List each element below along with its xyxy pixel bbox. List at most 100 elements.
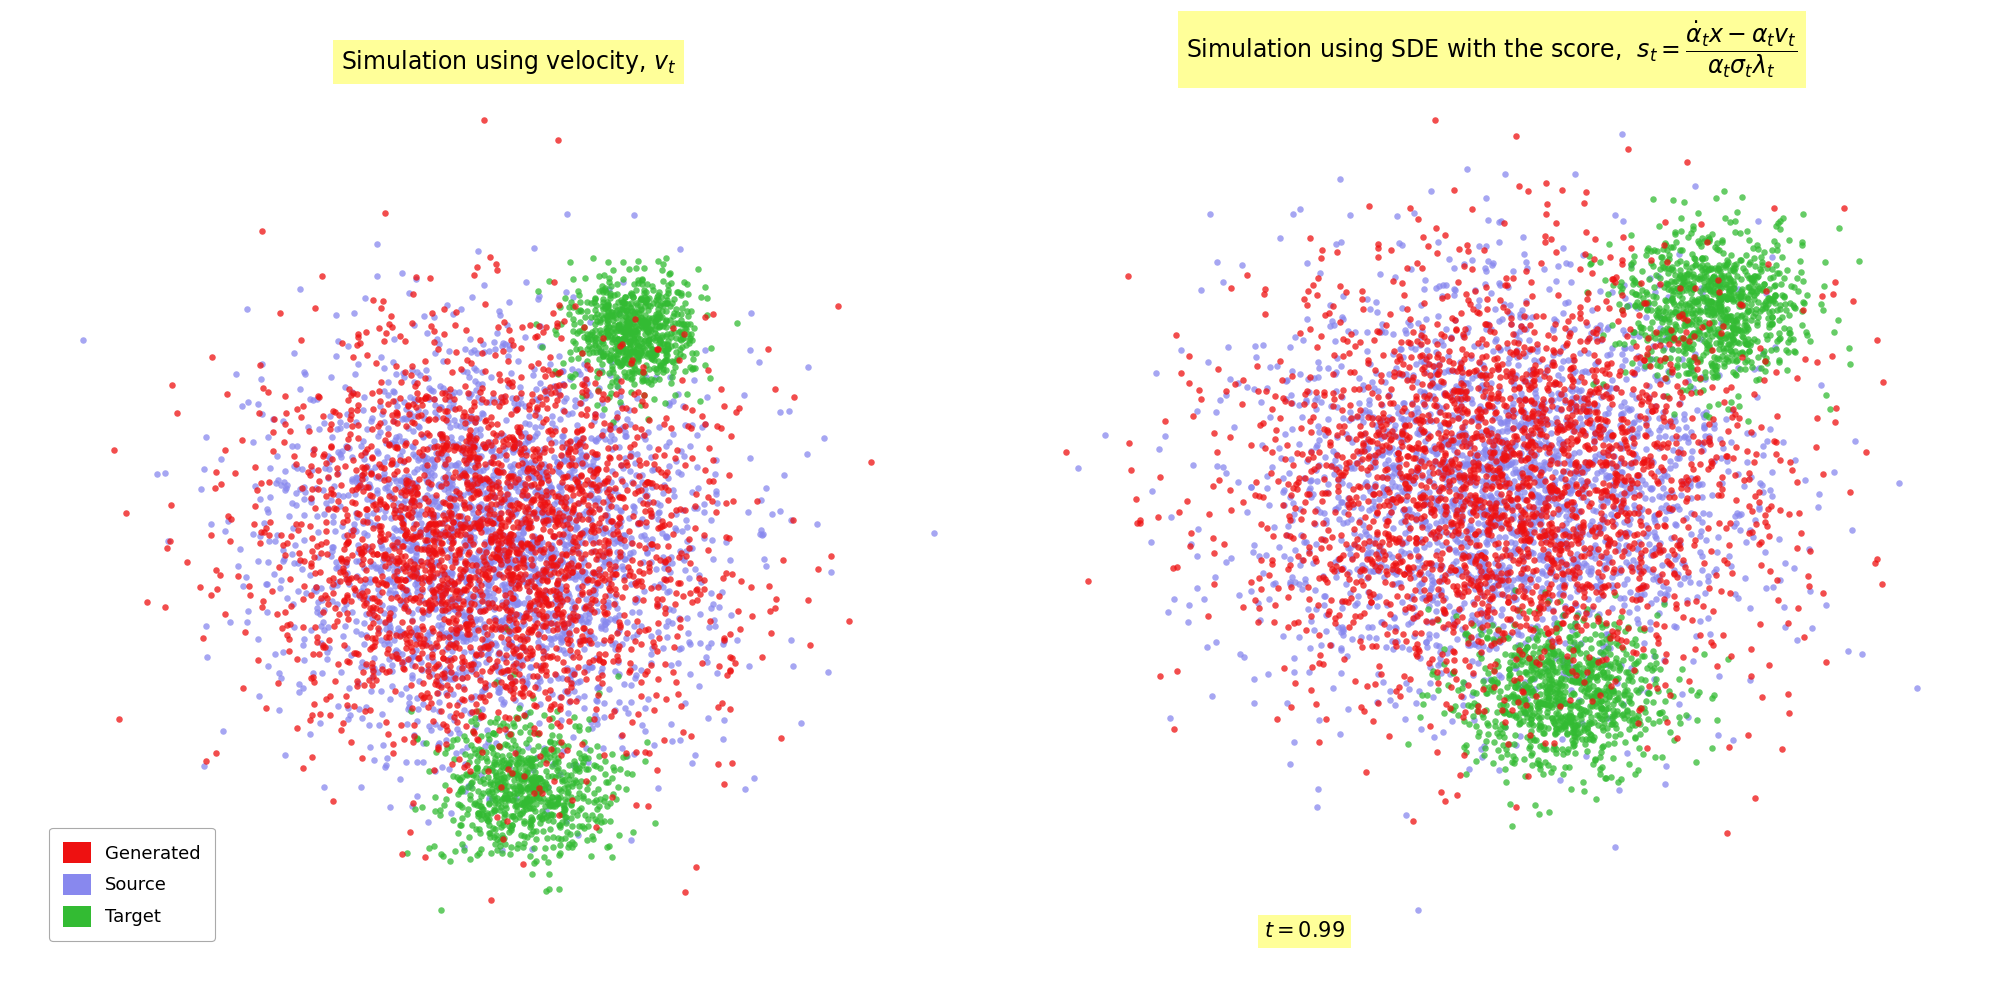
Point <box>1710 311 1742 327</box>
Point <box>528 740 560 756</box>
Point <box>1584 666 1616 682</box>
Point <box>1608 473 1640 489</box>
Point <box>1788 295 1820 311</box>
Point <box>1706 481 1738 497</box>
Point <box>1610 542 1642 558</box>
Point <box>546 743 578 759</box>
Point <box>544 789 576 805</box>
Point <box>1582 654 1614 670</box>
Point <box>1602 614 1634 630</box>
Point <box>1490 646 1522 662</box>
Point <box>1578 425 1610 441</box>
Point <box>1682 354 1714 370</box>
Point <box>398 553 430 569</box>
Point <box>526 568 558 584</box>
Point <box>1446 397 1478 413</box>
Point <box>630 326 662 342</box>
Point <box>422 578 454 594</box>
Point <box>480 549 512 565</box>
Point <box>1438 542 1470 558</box>
Point <box>1670 340 1702 356</box>
Point <box>1418 388 1450 404</box>
Point <box>1602 662 1634 678</box>
Point <box>1542 586 1574 602</box>
Point <box>1676 297 1708 313</box>
Point <box>524 748 556 764</box>
Point <box>468 775 500 791</box>
Point <box>398 590 430 606</box>
Point <box>468 561 500 577</box>
Point <box>464 556 496 572</box>
Point <box>680 592 712 608</box>
Point <box>526 475 558 491</box>
Point <box>1744 484 1776 500</box>
Point <box>1696 307 1728 323</box>
Point <box>1448 675 1480 691</box>
Point <box>1448 256 1480 272</box>
Point <box>512 574 544 590</box>
Point <box>578 518 610 534</box>
Point <box>378 601 410 617</box>
Point <box>1464 605 1496 621</box>
Point <box>530 572 562 588</box>
Point <box>1714 281 1746 297</box>
Point <box>696 473 728 489</box>
Point <box>1498 428 1530 444</box>
Point <box>296 494 328 510</box>
Point <box>1466 553 1498 569</box>
Point <box>1664 253 1696 269</box>
Point <box>542 734 574 750</box>
Point <box>1498 589 1530 605</box>
Point <box>1550 556 1582 572</box>
Point <box>622 347 654 363</box>
Point <box>1376 576 1408 592</box>
Point <box>1470 526 1502 542</box>
Point <box>1698 416 1730 432</box>
Point <box>486 781 518 797</box>
Point <box>1494 736 1526 752</box>
Point <box>478 792 510 808</box>
Point <box>1496 446 1528 462</box>
Point <box>562 363 594 379</box>
Point <box>1468 461 1500 477</box>
Point <box>670 337 702 353</box>
Point <box>414 495 446 511</box>
Point <box>1412 356 1444 372</box>
Point <box>1758 269 1790 285</box>
Point <box>354 413 386 429</box>
Point <box>1394 200 1426 216</box>
Point <box>608 271 640 287</box>
Point <box>482 468 514 484</box>
Point <box>1276 512 1308 528</box>
Point <box>340 337 372 353</box>
Point <box>1490 565 1522 581</box>
Point <box>356 493 388 509</box>
Point <box>264 305 296 321</box>
Point <box>250 700 282 716</box>
Point <box>630 503 662 519</box>
Point <box>512 624 544 640</box>
Point <box>260 527 292 543</box>
Point <box>1562 559 1594 575</box>
Point <box>428 797 460 813</box>
Point <box>430 732 462 748</box>
Point <box>308 614 340 630</box>
Point <box>1614 650 1646 666</box>
Point <box>528 569 560 585</box>
Point <box>1364 414 1396 430</box>
Point <box>1598 535 1630 551</box>
Point <box>578 302 610 318</box>
Point <box>1508 583 1540 599</box>
Point <box>450 516 482 532</box>
Point <box>458 436 490 452</box>
Point <box>484 763 516 779</box>
Point <box>1372 388 1404 404</box>
Point <box>1516 654 1548 670</box>
Point <box>1606 424 1638 440</box>
Point <box>550 809 582 825</box>
Point <box>626 565 658 581</box>
Point <box>1592 359 1624 375</box>
Point <box>1430 696 1462 712</box>
Point <box>514 789 546 805</box>
Point <box>462 808 494 824</box>
